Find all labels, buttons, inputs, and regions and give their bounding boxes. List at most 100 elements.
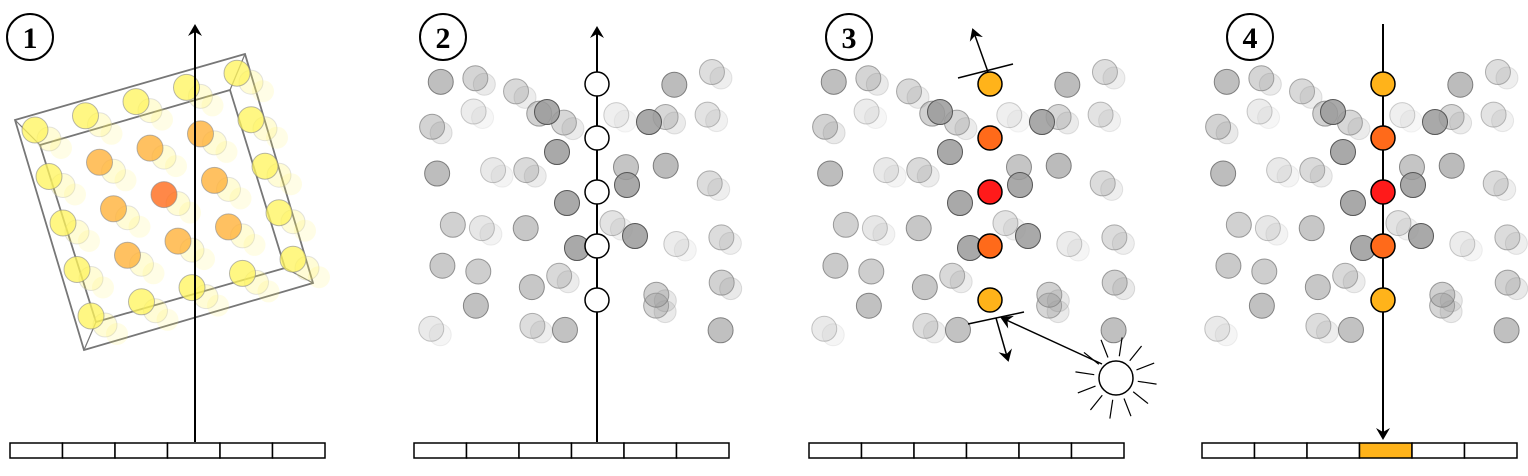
pixel-cell bbox=[465, 442, 520, 459]
sample-blob bbox=[708, 269, 735, 296]
pixel-cell bbox=[219, 442, 274, 459]
sample-blob bbox=[911, 274, 938, 301]
voxel bbox=[178, 274, 206, 302]
sample-blob bbox=[709, 66, 733, 90]
sample-blob bbox=[1213, 68, 1240, 95]
sample-blob bbox=[861, 215, 888, 242]
sample-blob bbox=[1385, 210, 1412, 237]
sample-blob bbox=[822, 252, 849, 279]
sample-blob bbox=[1299, 157, 1326, 184]
sample-blob bbox=[551, 316, 578, 343]
sample-blob bbox=[883, 164, 907, 188]
sample-blob bbox=[1400, 172, 1426, 198]
sample-blob bbox=[1305, 312, 1332, 339]
sample-blob bbox=[653, 289, 677, 313]
sample-blob bbox=[1087, 101, 1114, 128]
sample-blob bbox=[1248, 65, 1275, 92]
surface-tangent bbox=[957, 63, 1014, 79]
voxel bbox=[21, 116, 49, 144]
voxel-back bbox=[308, 266, 330, 289]
voxel bbox=[35, 163, 63, 190]
sample-blob bbox=[471, 106, 495, 130]
pixel-cell bbox=[9, 442, 64, 459]
sample-blob bbox=[858, 258, 885, 285]
sample-blob bbox=[1447, 71, 1474, 98]
sample-blob bbox=[1248, 292, 1275, 319]
voxel-back bbox=[201, 94, 224, 117]
step-badge-1: 1 bbox=[6, 13, 54, 61]
sample-blob bbox=[424, 160, 451, 187]
step-badge-2: 2 bbox=[419, 13, 467, 61]
sample-blob bbox=[1091, 59, 1118, 86]
voxel bbox=[72, 102, 99, 130]
sample-blob bbox=[949, 270, 973, 294]
sample-blob bbox=[821, 323, 845, 347]
sample-blob bbox=[1449, 111, 1473, 135]
pixel-cell bbox=[1463, 442, 1518, 459]
voxel bbox=[279, 245, 307, 273]
normal-arrow bbox=[995, 317, 1012, 362]
pixel-cell bbox=[1018, 442, 1073, 459]
sample-blob bbox=[622, 223, 648, 249]
sample-blob bbox=[1505, 277, 1528, 301]
voxel bbox=[100, 195, 127, 223]
sample-blob bbox=[694, 101, 721, 128]
gray-sample-cloud bbox=[811, 59, 1136, 347]
panel-3: 3 bbox=[808, 13, 1157, 459]
sun-ray bbox=[1100, 339, 1109, 358]
sample-blob bbox=[1340, 190, 1366, 216]
pixel-cell bbox=[570, 442, 625, 459]
voxel bbox=[150, 181, 178, 209]
sample-blob bbox=[719, 277, 743, 301]
sample-blob bbox=[636, 109, 662, 135]
sun-ray bbox=[1132, 391, 1149, 405]
pixel-cell bbox=[518, 442, 573, 459]
sun-ray bbox=[1137, 380, 1157, 385]
sample-blob bbox=[1225, 211, 1252, 238]
voxel bbox=[114, 241, 141, 269]
sample-blob bbox=[1389, 102, 1416, 129]
ray-sample bbox=[584, 179, 610, 205]
ray-sample bbox=[584, 125, 610, 151]
sample-blob bbox=[1215, 252, 1242, 279]
sample-blob bbox=[462, 65, 489, 92]
voxel bbox=[164, 227, 192, 255]
sample-blob bbox=[896, 78, 923, 105]
pixel-cell bbox=[114, 442, 169, 459]
voxel bbox=[49, 209, 77, 237]
voxel-back bbox=[165, 155, 187, 178]
sun-ray bbox=[1109, 399, 1114, 419]
sample-blob bbox=[1337, 316, 1364, 343]
voxel-back bbox=[106, 323, 128, 345]
sample-blob bbox=[1045, 152, 1072, 179]
sample-blob bbox=[1089, 170, 1116, 197]
sun-ray bbox=[1118, 337, 1123, 357]
ray-sample bbox=[977, 287, 1003, 313]
sample-blob bbox=[1101, 224, 1128, 251]
voxel bbox=[128, 288, 155, 316]
sun-ray bbox=[1123, 398, 1132, 417]
voxel bbox=[251, 152, 279, 180]
sun-ray bbox=[1077, 385, 1096, 394]
sun-ray bbox=[1129, 345, 1143, 362]
sample-blob bbox=[705, 109, 729, 133]
sample-blob bbox=[996, 102, 1023, 129]
voxel-back bbox=[266, 126, 288, 149]
sample-blob bbox=[916, 164, 940, 188]
sample-blob bbox=[1054, 71, 1081, 98]
sample-blob bbox=[820, 68, 847, 95]
sample-blob bbox=[480, 157, 507, 184]
voxel-back bbox=[142, 262, 165, 285]
sample-blob bbox=[832, 211, 859, 238]
ray-sample bbox=[1370, 125, 1396, 151]
sample-blob bbox=[1246, 98, 1273, 125]
sample-blob bbox=[812, 113, 839, 140]
sample-blob bbox=[1315, 320, 1339, 344]
sample-blob bbox=[864, 106, 888, 130]
pixel-cell bbox=[1070, 442, 1125, 459]
sample-blob bbox=[1205, 113, 1232, 140]
sample-blob bbox=[490, 164, 514, 188]
sample-blob bbox=[947, 190, 973, 216]
sample-blob bbox=[855, 65, 882, 92]
